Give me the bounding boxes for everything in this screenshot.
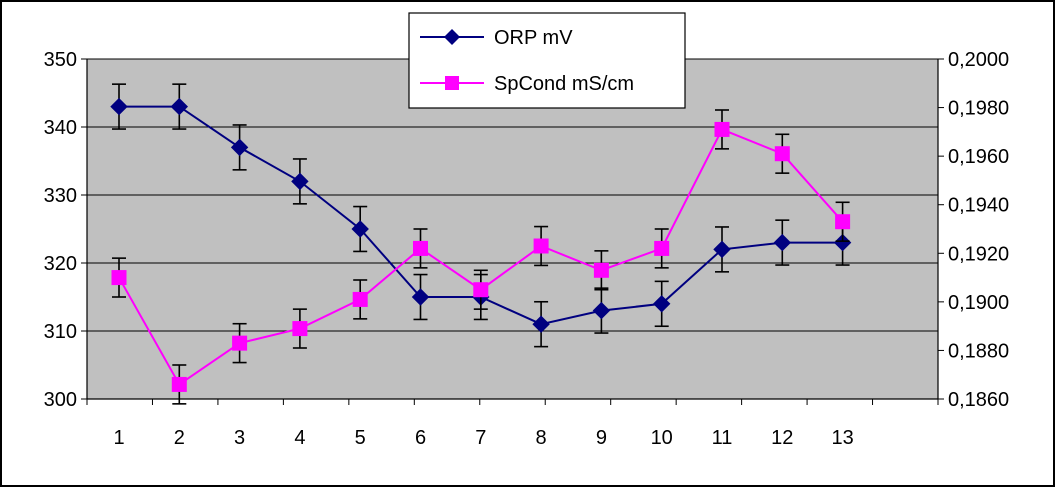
spcond-point xyxy=(413,240,428,256)
x-tick-label: 8 xyxy=(536,427,547,449)
orp-point xyxy=(291,172,309,191)
x-tick-label: 5 xyxy=(355,427,366,449)
spcond-point xyxy=(593,262,609,278)
x-axis-ticks: 1 2 3 4 5 6 7 8 9 10 11 12 13 xyxy=(86,399,939,449)
spcond-point xyxy=(232,335,248,351)
spcond-point xyxy=(654,240,670,256)
spcond-point xyxy=(171,376,187,392)
orp-point xyxy=(833,233,852,252)
y-right-tick-label: 0,1980 xyxy=(948,98,1009,120)
spcond-point xyxy=(714,121,730,137)
y-right-tick-label: 0,1960 xyxy=(948,146,1009,168)
orp-point xyxy=(110,97,128,116)
orp-point xyxy=(713,240,731,259)
y-left-tick-label: 340 xyxy=(44,117,77,139)
x-tick-label: 7 xyxy=(475,427,486,449)
legend: ORP mV SpCond mS/cm xyxy=(408,12,686,109)
spcond-point xyxy=(473,282,489,298)
spcond-point xyxy=(774,146,790,162)
spcond-point xyxy=(835,214,851,230)
orp-point xyxy=(592,301,611,320)
spcond-point xyxy=(292,321,308,337)
spcond-series xyxy=(111,109,851,405)
x-tick-label: 6 xyxy=(415,427,426,449)
y-right-tick-label: 0,2000 xyxy=(948,49,1009,71)
spcond-point xyxy=(533,238,549,254)
x-tick-label: 11 xyxy=(712,427,733,449)
right-axis-ticks: 0,1860 0,1880 0,1900 0,1920 0,1940 0,1960 0,19… xyxy=(938,49,1009,411)
orp-legend-marker xyxy=(444,29,460,45)
orp-point xyxy=(532,315,550,333)
orp-point xyxy=(351,220,369,238)
x-tick-label: 12 xyxy=(771,427,793,449)
orp-point xyxy=(170,97,189,116)
y-right-tick-label: 0,1900 xyxy=(948,292,1009,314)
spcond-legend-marker xyxy=(445,76,459,90)
x-tick-label: 13 xyxy=(831,427,853,449)
y-right-tick-label: 0,1920 xyxy=(948,243,1009,265)
axes xyxy=(86,59,939,400)
orp-legend-label: ORP mV xyxy=(494,27,573,49)
legend-box xyxy=(408,12,686,109)
orp-point xyxy=(230,138,249,157)
y-right-tick-label: 0,1880 xyxy=(948,340,1009,362)
x-tick-label: 1 xyxy=(113,427,124,449)
x-tick-label: 2 xyxy=(174,427,185,449)
y-left-tick-label: 320 xyxy=(44,253,77,275)
y-left-tick-label: 310 xyxy=(44,321,77,343)
x-tick-label: 9 xyxy=(596,427,607,449)
spcond-legend-label: SpCond mS/cm xyxy=(494,73,634,95)
x-tick-label: 4 xyxy=(294,427,305,449)
plot-area-layer xyxy=(86,58,939,400)
y-right-tick-label: 0,1860 xyxy=(948,389,1009,411)
series-layer xyxy=(110,83,852,405)
orp-point xyxy=(411,288,430,306)
y-left-tick-label: 350 xyxy=(44,49,77,71)
x-tick-label: 3 xyxy=(234,427,245,449)
orp-point xyxy=(652,295,671,313)
y-left-tick-label: 330 xyxy=(44,185,77,207)
orp-point xyxy=(773,233,792,252)
spcond-point xyxy=(111,270,127,286)
y-left-tick-label: 300 xyxy=(44,389,77,411)
plot-area xyxy=(86,58,939,400)
spcond-point xyxy=(352,291,368,307)
y-right-tick-label: 0,1940 xyxy=(948,195,1009,217)
x-tick-label: 10 xyxy=(651,427,673,449)
left-axis-ticks: 300 310 320 330 340 350 xyxy=(44,49,87,411)
